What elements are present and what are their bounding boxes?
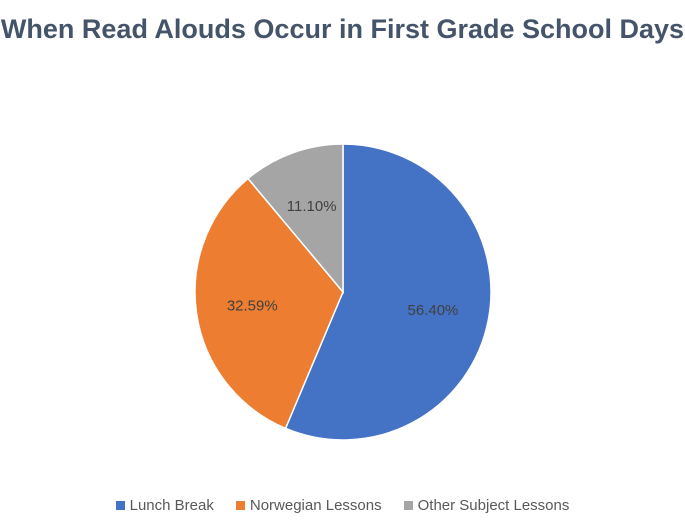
legend: Lunch Break Norwegian Lessons Other Subjec… [0,497,685,514]
legend-item-other-subject-lessons: Other Subject Lessons [403,497,570,514]
legend-item-norwegian-lessons: Norwegian Lessons [235,497,382,514]
data-label-norwegian-lessons: 32.59% [227,298,278,315]
pie-slice-lunch-break [284,143,492,441]
legend-label: Lunch Break [129,497,214,514]
pie-slice-norwegian-lessons [194,177,344,430]
legend-swatch [235,501,245,510]
chart-title: When Read Alouds Occur in First Grade Sc… [0,14,685,44]
data-label-other-subject-lessons: 11.10% [287,198,337,215]
legend-label: Other Subject Lessons [417,497,570,514]
legend-swatch [403,501,413,510]
legend-swatch [115,501,125,510]
pie-slice-other-subject-lessons [246,143,344,295]
legend-label: Norwegian Lessons [249,497,382,514]
data-label-lunch-break: 56.40% [408,302,459,319]
legend-item-lunch-break: Lunch Break [115,497,214,514]
